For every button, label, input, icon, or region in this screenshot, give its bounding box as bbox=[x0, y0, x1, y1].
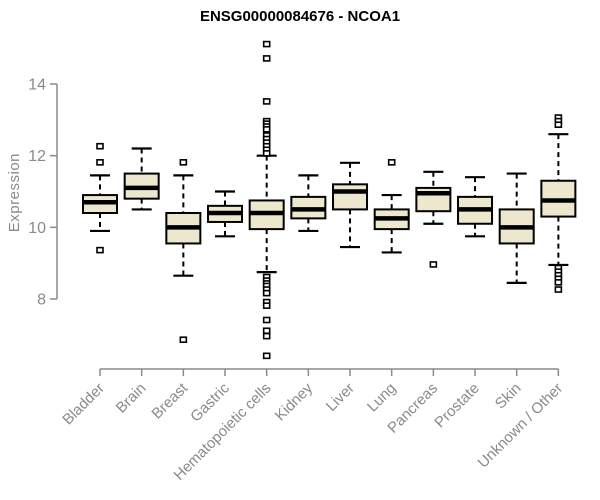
outlier-point bbox=[262, 289, 271, 297]
box-hematopoietic-cells bbox=[248, 40, 285, 360]
outlier-point bbox=[262, 352, 271, 360]
outlier-point bbox=[554, 286, 563, 293]
x-tick-label-kidney: Kidney bbox=[272, 379, 317, 424]
outlier-point bbox=[262, 302, 271, 309]
box-gastric bbox=[207, 190, 244, 238]
outlier-point bbox=[179, 336, 188, 344]
iqr-box bbox=[332, 183, 369, 211]
x-tick-label-lung: Lung bbox=[364, 380, 400, 416]
x-tick-label-breast: Breast bbox=[148, 379, 191, 422]
y-axis: 8 10 12 14 bbox=[28, 77, 58, 308]
box-pancreas bbox=[415, 170, 452, 268]
chart-title: ENSG00000084676 - NCOA1 bbox=[199, 8, 401, 25]
outlier-point bbox=[96, 159, 104, 166]
outlier-point bbox=[96, 246, 104, 254]
outlier-point bbox=[262, 126, 271, 133]
box-skin bbox=[498, 172, 535, 284]
box-prostate bbox=[457, 176, 494, 238]
outlier-point bbox=[554, 121, 563, 129]
y-tick-label: 10 bbox=[28, 220, 46, 237]
outlier-point bbox=[262, 55, 271, 62]
outlier-point bbox=[262, 316, 271, 324]
box-breast bbox=[165, 159, 202, 344]
y-tick-label: 12 bbox=[28, 148, 46, 165]
outlier-point bbox=[262, 327, 271, 335]
box-lung bbox=[373, 159, 410, 254]
box-unknown-other bbox=[540, 114, 577, 293]
outlier-point bbox=[262, 332, 271, 340]
outlier-point bbox=[96, 142, 104, 150]
outlier-point bbox=[387, 159, 396, 166]
x-tick-label-prostate: Prostate bbox=[431, 380, 483, 432]
outlier-point bbox=[262, 150, 271, 157]
outlier-point bbox=[179, 159, 188, 166]
outlier-point bbox=[262, 98, 271, 105]
box-kidney bbox=[290, 174, 327, 233]
x-tick-label-liver: Liver bbox=[323, 380, 358, 415]
x-tick-label-brain: Brain bbox=[113, 380, 150, 417]
y-tick-label: 8 bbox=[37, 291, 46, 308]
x-tick-label-skin: Skin bbox=[492, 380, 525, 413]
box-bladder bbox=[82, 142, 118, 254]
y-tick-label: 14 bbox=[28, 77, 46, 94]
box-liver bbox=[332, 161, 369, 249]
x-tick-label-bladder: Bladder bbox=[59, 380, 108, 429]
box-brain bbox=[123, 147, 160, 211]
outlier-point bbox=[429, 261, 438, 268]
outlier-point bbox=[262, 40, 271, 48]
outlier-point bbox=[554, 279, 563, 286]
